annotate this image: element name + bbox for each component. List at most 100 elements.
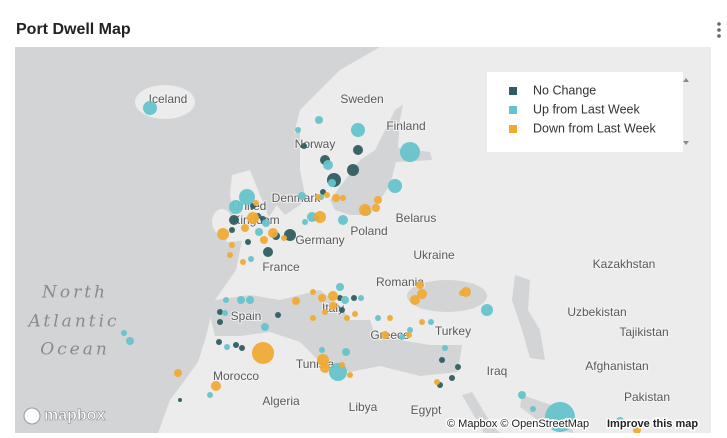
- port-marker[interactable]: [320, 363, 330, 373]
- port-marker[interactable]: [261, 323, 269, 331]
- port-marker[interactable]: [268, 228, 278, 238]
- port-marker[interactable]: [229, 227, 235, 233]
- port-marker[interactable]: [439, 357, 445, 363]
- port-marker[interactable]: [245, 239, 251, 245]
- port-marker[interactable]: [407, 327, 413, 333]
- port-marker[interactable]: [248, 256, 254, 262]
- port-marker[interactable]: [388, 179, 402, 193]
- port-marker[interactable]: [359, 204, 371, 216]
- port-marker[interactable]: [307, 212, 317, 222]
- port-marker[interactable]: [298, 192, 306, 200]
- port-marker[interactable]: [281, 235, 287, 241]
- port-marker[interactable]: [347, 372, 353, 378]
- port-marker[interactable]: [229, 215, 239, 225]
- port-marker[interactable]: [239, 189, 255, 205]
- port-marker[interactable]: [339, 362, 345, 368]
- port-marker[interactable]: [262, 219, 270, 227]
- attribution[interactable]: © Mapbox © OpenStreetMap: [446, 416, 591, 431]
- port-marker[interactable]: [329, 302, 337, 310]
- port-marker[interactable]: [143, 101, 157, 115]
- port-marker[interactable]: [428, 319, 434, 325]
- port-marker[interactable]: [310, 315, 316, 321]
- port-marker[interactable]: [328, 291, 338, 301]
- port-marker[interactable]: [351, 295, 357, 301]
- port-marker[interactable]: [381, 331, 389, 339]
- port-marker[interactable]: [340, 195, 346, 201]
- map[interactable]: IcelandSwedenFinlandNorwayDenmarkUnitedK…: [15, 47, 711, 434]
- port-marker[interactable]: [211, 381, 221, 391]
- port-marker[interactable]: [301, 143, 307, 149]
- improve-link[interactable]: Improve this map: [606, 416, 700, 431]
- port-marker[interactable]: [241, 224, 249, 232]
- port-marker[interactable]: [341, 296, 349, 304]
- mapbox-logo[interactable]: mapbox: [23, 407, 106, 425]
- port-marker[interactable]: [387, 315, 393, 321]
- port-marker[interactable]: [121, 330, 127, 336]
- port-marker[interactable]: [347, 164, 359, 176]
- port-marker[interactable]: [233, 342, 239, 348]
- port-marker[interactable]: [223, 297, 229, 303]
- port-marker[interactable]: [518, 391, 526, 399]
- port-marker[interactable]: [295, 127, 301, 133]
- port-marker[interactable]: [237, 296, 245, 304]
- port-marker[interactable]: [315, 116, 323, 124]
- port-marker[interactable]: [338, 215, 348, 225]
- port-marker[interactable]: [253, 200, 259, 206]
- port-marker[interactable]: [410, 295, 420, 305]
- port-marker[interactable]: [252, 342, 274, 364]
- port-marker[interactable]: [217, 228, 229, 240]
- port-marker[interactable]: [247, 212, 259, 224]
- port-marker[interactable]: [126, 337, 134, 345]
- port-marker[interactable]: [216, 339, 222, 345]
- port-marker[interactable]: [229, 242, 235, 248]
- port-marker[interactable]: [246, 296, 254, 304]
- port-marker[interactable]: [217, 309, 223, 315]
- port-marker[interactable]: [416, 281, 424, 289]
- port-marker[interactable]: [633, 426, 641, 434]
- port-marker[interactable]: [375, 315, 381, 321]
- port-marker[interactable]: [417, 289, 427, 299]
- port-marker[interactable]: [461, 287, 471, 297]
- port-marker[interactable]: [455, 364, 461, 370]
- port-marker[interactable]: [372, 204, 380, 212]
- port-marker[interactable]: [339, 307, 345, 313]
- port-marker[interactable]: [344, 315, 350, 321]
- port-marker[interactable]: [239, 345, 245, 351]
- port-marker[interactable]: [178, 398, 182, 402]
- port-marker[interactable]: [352, 311, 358, 317]
- port-marker[interactable]: [399, 334, 405, 340]
- port-marker[interactable]: [336, 283, 344, 291]
- port-marker[interactable]: [174, 369, 182, 377]
- port-marker[interactable]: [406, 332, 412, 338]
- port-marker[interactable]: [275, 312, 281, 318]
- port-marker[interactable]: [374, 196, 382, 204]
- port-marker[interactable]: [419, 319, 425, 325]
- port-marker[interactable]: [229, 200, 243, 214]
- port-marker[interactable]: [342, 348, 350, 356]
- port-marker[interactable]: [545, 402, 575, 432]
- port-marker[interactable]: [481, 304, 493, 316]
- port-marker[interactable]: [322, 309, 328, 315]
- menu-button[interactable]: [717, 22, 721, 38]
- port-marker[interactable]: [263, 247, 273, 257]
- port-marker[interactable]: [217, 319, 223, 325]
- port-marker[interactable]: [351, 123, 365, 137]
- port-marker[interactable]: [292, 297, 300, 305]
- port-marker[interactable]: [318, 294, 326, 302]
- port-marker[interactable]: [207, 392, 213, 398]
- port-marker[interactable]: [332, 194, 340, 202]
- port-marker[interactable]: [302, 219, 308, 225]
- port-marker[interactable]: [255, 228, 263, 236]
- port-marker[interactable]: [314, 211, 326, 223]
- port-marker[interactable]: [449, 375, 455, 381]
- port-marker[interactable]: [358, 295, 364, 301]
- port-marker[interactable]: [323, 160, 333, 170]
- port-marker[interactable]: [240, 259, 246, 265]
- port-marker[interactable]: [260, 236, 268, 244]
- port-marker[interactable]: [616, 417, 624, 425]
- port-marker[interactable]: [310, 289, 316, 295]
- port-marker[interactable]: [328, 179, 336, 187]
- port-marker[interactable]: [319, 347, 325, 353]
- port-marker[interactable]: [434, 379, 440, 385]
- port-marker[interactable]: [530, 406, 536, 412]
